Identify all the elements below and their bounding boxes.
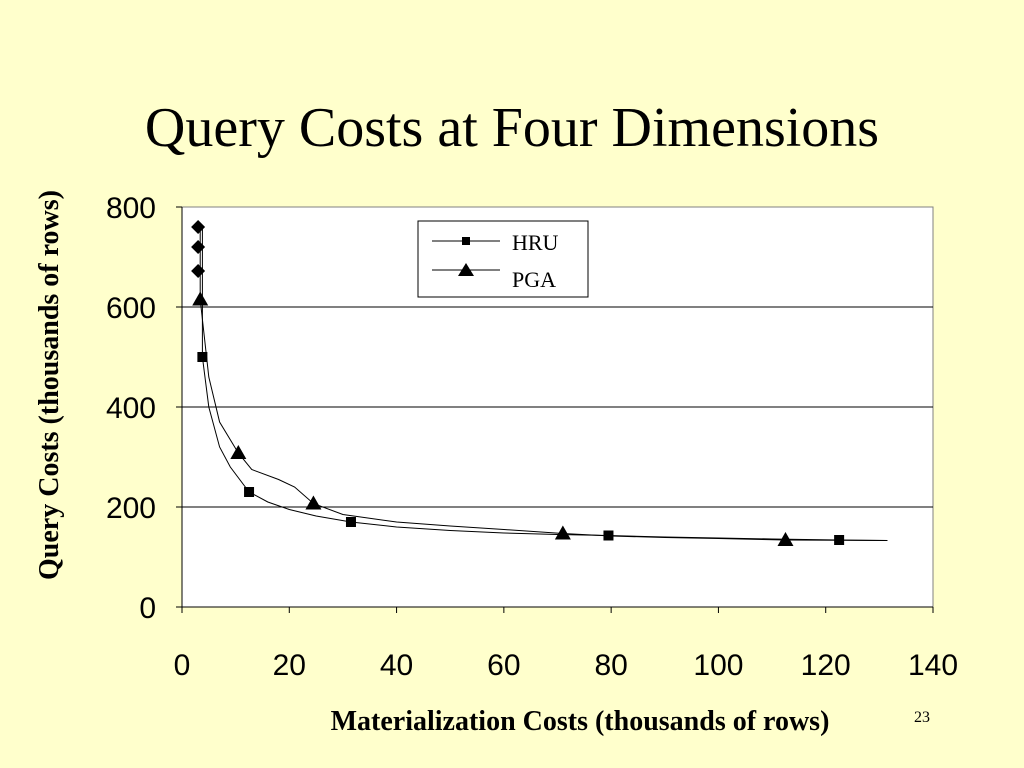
x-axis-label: Materialization Costs (thousands of rows… [331, 706, 830, 737]
page-number: 23 [914, 709, 930, 726]
x-tick-label: 80 [594, 649, 627, 682]
x-tick-label: 140 [908, 649, 958, 682]
marker-triangle [777, 532, 794, 546]
marker-diamond [191, 240, 206, 254]
marker-diamond [191, 220, 206, 234]
marker-square [197, 352, 208, 362]
x-tick-label: 40 [380, 649, 413, 682]
legend-label-hru: HRU [512, 230, 559, 255]
legend-label-pga: PGA [512, 267, 556, 292]
legend-box [417, 220, 589, 298]
x-tick-label: 20 [273, 649, 306, 682]
x-tick-label: 0 [174, 649, 191, 682]
series-layer [191, 220, 888, 546]
y-axis-label: Query Costs (thousands of rows) [34, 190, 65, 580]
legend-marker-pga [458, 263, 474, 276]
y-tick-label: 800 [106, 192, 156, 225]
axes: 0 200 400 600 800 0 20 40 60 80 100 120 140 [106, 192, 958, 682]
legend: HRU PGA [417, 220, 589, 298]
x-tick-label: 60 [487, 649, 520, 682]
legend-marker-hru [462, 237, 470, 245]
marker-triangle [192, 291, 209, 306]
marker-square [345, 517, 356, 527]
y-tick-label: 200 [106, 492, 156, 525]
y-tick-label: 400 [106, 392, 156, 425]
marker-diamond [191, 264, 206, 278]
marker-square [244, 487, 255, 497]
y-tick-label: 600 [106, 292, 156, 325]
y-tick-label: 0 [139, 592, 156, 625]
marker-square [834, 535, 845, 545]
x-tick-label: 100 [693, 649, 743, 682]
series-line-1 [199, 227, 888, 541]
slide-title: Query Costs at Four Dimensions [144, 97, 880, 159]
marker-triangle [554, 525, 571, 540]
marker-triangle [305, 495, 322, 510]
marker-triangle [230, 445, 247, 459]
marker-square [603, 530, 614, 541]
x-tick-label: 120 [801, 649, 851, 682]
